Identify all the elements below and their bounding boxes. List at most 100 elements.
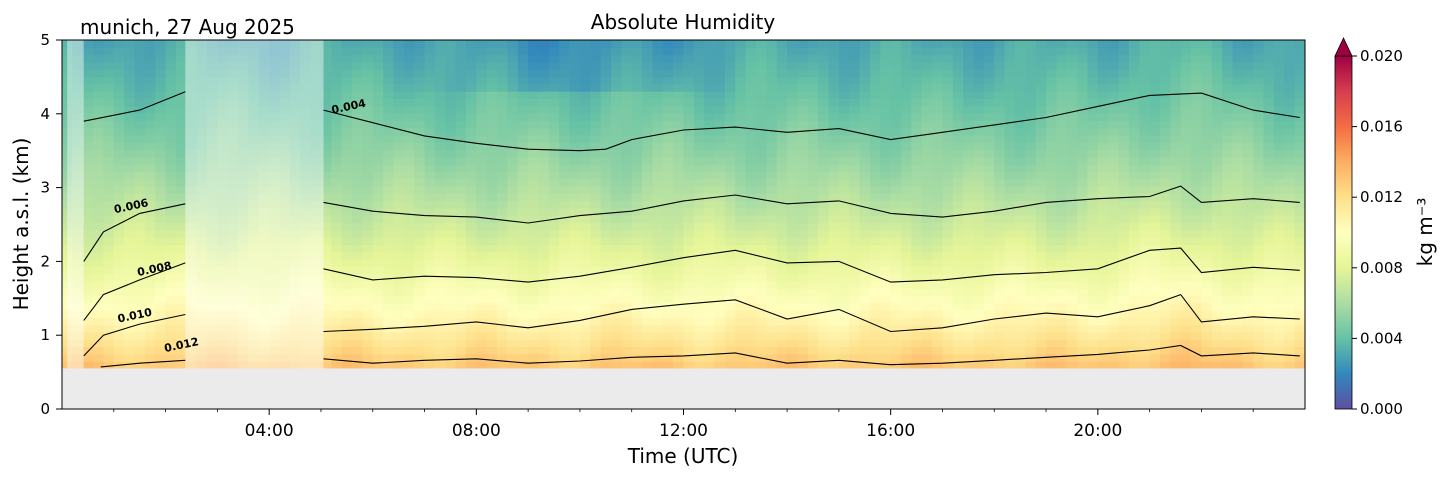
humidity-cell: [569, 178, 581, 187]
humidity-cell: [1087, 76, 1099, 85]
humidity-cell: [766, 361, 778, 370]
humidity-cell: [890, 142, 902, 151]
humidity-cell: [383, 207, 395, 216]
humidity-cell: [1159, 310, 1171, 318]
humidity-cell: [134, 54, 146, 63]
humidity-cell: [62, 273, 73, 282]
humidity-cell: [517, 149, 529, 158]
humidity-cell: [1108, 288, 1120, 297]
humidity-cell: [559, 229, 571, 238]
humidity-cell: [124, 229, 136, 238]
humidity-cell: [548, 310, 560, 318]
humidity-cell: [62, 61, 73, 70]
humidity-cell: [590, 266, 602, 275]
humidity-cell: [901, 91, 912, 99]
humidity-cell: [93, 244, 105, 253]
humidity-cell: [1201, 288, 1213, 297]
humidity-cell: [849, 185, 861, 194]
humidity-cell: [1056, 149, 1068, 158]
humidity-cell: [921, 112, 933, 121]
humidity-cell: [62, 339, 73, 348]
humidity-cell: [103, 69, 115, 78]
humidity-cell: [289, 120, 301, 129]
humidity-cell: [445, 237, 457, 245]
humidity-cell: [310, 164, 322, 172]
humidity-cell: [1087, 149, 1099, 158]
humidity-cell: [507, 149, 519, 158]
humidity-cell: [994, 69, 1006, 78]
humidity-cell: [590, 353, 602, 362]
humidity-cell: [952, 258, 964, 267]
humidity-cell: [818, 324, 830, 333]
humidity-cell: [1139, 112, 1151, 121]
humidity-cell: [269, 207, 281, 216]
humidity-cell: [103, 324, 115, 333]
humidity-cell: [921, 61, 933, 70]
humidity-cell: [1035, 54, 1047, 63]
humidity-cell: [320, 171, 332, 180]
humidity-cell: [673, 251, 685, 260]
humidity-cell: [331, 98, 343, 107]
humidity-cell: [476, 105, 488, 114]
humidity-cell: [196, 69, 208, 78]
humidity-cell: [1128, 361, 1140, 370]
humidity-cell: [911, 331, 923, 340]
humidity-cell: [103, 222, 115, 231]
humidity-cell: [476, 185, 488, 194]
humidity-cell: [683, 164, 695, 172]
humidity-cell: [497, 156, 509, 165]
humidity-cell: [1108, 171, 1120, 180]
humidity-cell: [807, 324, 819, 333]
humidity-cell: [983, 164, 995, 172]
humidity-cell: [642, 134, 654, 143]
humidity-cell: [227, 40, 239, 48]
humidity-cell: [238, 112, 250, 121]
humidity-cell: [1159, 98, 1171, 107]
humidity-cell: [1201, 331, 1213, 340]
humidity-cell: [1014, 185, 1026, 194]
humidity-cell: [673, 339, 685, 348]
humidity-cell: [859, 83, 871, 92]
humidity-cell: [901, 302, 912, 311]
humidity-cell: [445, 61, 457, 70]
humidity-cell: [756, 266, 767, 275]
humidity-cell: [787, 142, 799, 151]
humidity-cell: [963, 229, 975, 238]
humidity-cell: [921, 54, 933, 63]
humidity-cell: [165, 164, 177, 172]
humidity-cell: [994, 127, 1006, 136]
humidity-cell: [1035, 83, 1047, 92]
humidity-cell: [1159, 280, 1171, 289]
humidity-cell: [207, 127, 218, 136]
humidity-cell: [424, 251, 436, 260]
humidity-cell: [859, 178, 871, 187]
humidity-cell: [403, 266, 415, 275]
humidity-cell: [662, 317, 674, 326]
humidity-cell: [1025, 61, 1037, 70]
humidity-cell: [196, 346, 208, 355]
humidity-cell: [579, 47, 591, 56]
humidity-cell: [258, 47, 270, 56]
humidity-cell: [155, 310, 167, 318]
humidity-cell: [673, 324, 685, 333]
humidity-cell: [1128, 258, 1140, 267]
humidity-cell: [1087, 61, 1099, 70]
humidity-cell: [838, 346, 850, 355]
humidity-cell: [1066, 353, 1078, 362]
humidity-cell: [828, 222, 840, 231]
humidity-cell: [838, 156, 850, 165]
humidity-cell: [983, 324, 995, 333]
humidity-cell: [797, 142, 809, 151]
humidity-cell: [579, 280, 591, 289]
humidity-cell: [683, 200, 695, 209]
humidity-cell: [1191, 178, 1203, 187]
humidity-cell: [310, 339, 322, 348]
humidity-cell: [766, 295, 778, 304]
humidity-cell: [445, 273, 457, 282]
humidity-cell: [528, 54, 540, 63]
humidity-cell: [890, 193, 902, 202]
humidity-cell: [465, 193, 477, 202]
humidity-cell: [507, 76, 519, 85]
humidity-cell: [269, 76, 281, 85]
humidity-cell: [1139, 149, 1151, 158]
